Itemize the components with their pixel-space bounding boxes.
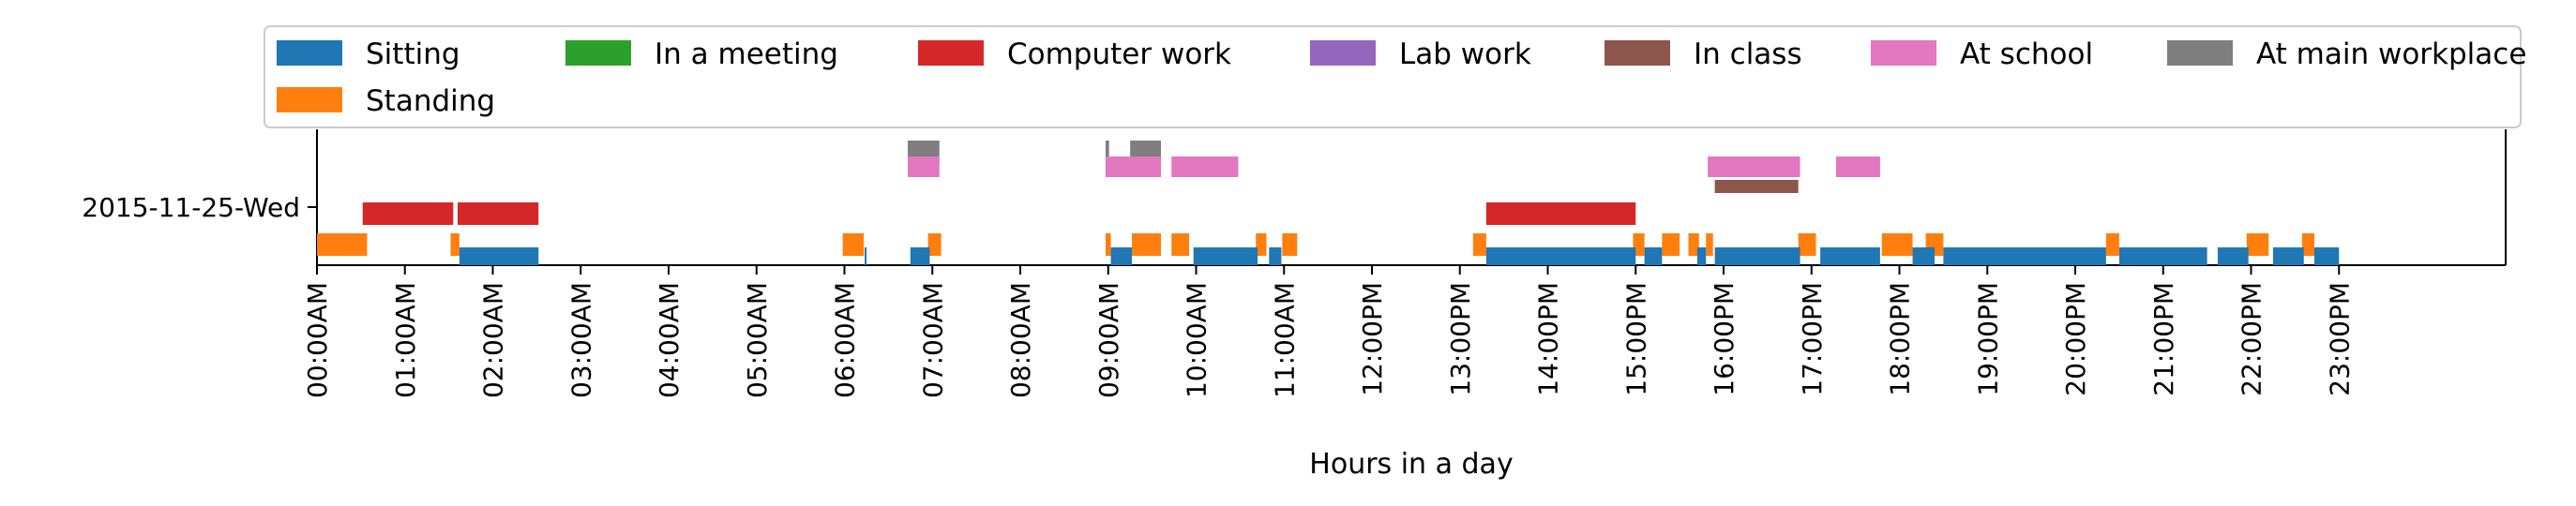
legend-label-at-main-workplace: At main workplace <box>2256 37 2526 71</box>
legend-swatch-in-class <box>1604 40 1670 66</box>
standing-bar-8 <box>1282 233 1298 256</box>
x-tick-label-10: 10:00AM <box>1182 282 1213 398</box>
x-tick-label-18: 18:00PM <box>1885 282 1916 396</box>
legend-swatch-sitting <box>277 40 342 66</box>
x-tick-label-1: 01:00AM <box>390 282 421 398</box>
x-tick-label-14: 14:00PM <box>1533 282 1564 396</box>
standing-bar-2 <box>842 233 865 256</box>
y-tick-label-row: 2015-11-25-Wed <box>82 192 300 223</box>
x-tick-label-5: 05:00AM <box>742 282 773 398</box>
standing-bar-6 <box>1171 233 1189 256</box>
x-tick-label-9: 09:00AM <box>1093 282 1124 398</box>
activity-bars <box>317 141 2340 265</box>
sitting-bar-2 <box>910 247 930 265</box>
standing-bar-9 <box>1472 233 1486 256</box>
sitting-bar-4 <box>1193 247 1258 265</box>
computer-work-bar-1 <box>458 202 539 225</box>
x-tick-label-19: 19:00PM <box>1972 282 2003 396</box>
legend: Sitting In a meeting Computer work Lab work… <box>264 25 2526 128</box>
legend-swatch-in-a-meeting <box>565 40 631 66</box>
at-school-bar-3 <box>1708 156 1800 177</box>
sitting-bar-6 <box>1485 247 1636 265</box>
legend-label-sitting: Sitting <box>366 37 460 71</box>
standing-bar-12 <box>1688 233 1699 256</box>
legend-label-computer-work: Computer work <box>1007 37 1231 71</box>
standing-bar-4 <box>1105 233 1111 256</box>
computer-work-bar-2 <box>1485 202 1636 225</box>
x-tick-label-17: 17:00PM <box>1797 282 1828 396</box>
standing-bar-13 <box>1706 233 1713 256</box>
sitting-bar-3 <box>1110 247 1133 265</box>
x-tick-label-0: 00:00AM <box>302 282 333 398</box>
at-main-workplace-bar-1 <box>1105 141 1109 164</box>
sitting-bar-0 <box>459 247 539 265</box>
x-tick-label-12: 12:00PM <box>1357 282 1388 396</box>
x-tick-label-3: 03:00AM <box>565 282 596 398</box>
x-tick-label-21: 21:00PM <box>2148 282 2179 396</box>
at-school-bar-1 <box>1105 156 1161 177</box>
legend-label-at-school: At school <box>1960 37 2093 71</box>
x-tick-label-4: 04:00AM <box>654 282 685 398</box>
x-axis: 00:00AM 01:00AM 02:00AM 03:00AM 04:00AM 05:00… <box>302 265 2355 398</box>
x-tick-label-6: 06:00AM <box>830 282 861 398</box>
legend-label-in-a-meeting: In a meeting <box>655 37 838 71</box>
standing-bar-0 <box>317 233 368 256</box>
legend-swatch-at-school <box>1871 40 1936 66</box>
standing-bar-14 <box>1798 233 1816 256</box>
computer-work-bar-0 <box>362 202 454 225</box>
standing-bar-10 <box>1633 233 1645 256</box>
at-school-bar-2 <box>1171 156 1239 177</box>
x-axis-title: Hours in a day <box>1309 448 1513 481</box>
sitting-bar-7 <box>1644 247 1663 265</box>
at-school-bar-4 <box>1836 156 1880 177</box>
standing-bar-18 <box>2246 233 2269 256</box>
standing-bar-7 <box>1256 233 1267 256</box>
sitting-bar-11 <box>1912 247 1935 265</box>
at-school-bar-0 <box>908 156 940 177</box>
standing-bar-19 <box>2301 233 2314 256</box>
standing-bar-17 <box>2105 233 2119 256</box>
legend-label-in-class: In class <box>1694 37 1802 71</box>
sitting-bar-12 <box>1943 247 2106 265</box>
standing-bar-15 <box>1881 233 1913 256</box>
standing-bar-5 <box>1132 233 1161 256</box>
in-class-bar-0 <box>1714 180 1799 193</box>
legend-swatch-computer-work <box>918 40 984 66</box>
sitting-bar-14 <box>2217 247 2249 265</box>
sitting-bar-5 <box>1269 247 1282 265</box>
sitting-bar-15 <box>2272 247 2304 265</box>
x-tick-label-2: 02:00AM <box>478 282 509 398</box>
sitting-bar-16 <box>2314 247 2340 265</box>
sitting-bar-10 <box>1820 247 1880 265</box>
x-tick-label-16: 16:00PM <box>1709 282 1740 396</box>
y-axis: 2015-11-25-Wed <box>82 192 317 223</box>
legend-swatch-lab-work <box>1310 40 1376 66</box>
legend-box <box>264 25 2522 128</box>
x-tick-label-22: 22:00PM <box>2237 282 2267 396</box>
x-tick-label-7: 07:00AM <box>917 282 948 398</box>
standing-bar-11 <box>1662 233 1680 256</box>
legend-swatch-at-main-workplace <box>2167 40 2233 66</box>
plot-frame <box>316 129 2507 266</box>
x-tick-label-11: 11:00AM <box>1269 282 1300 398</box>
x-tick-label-23: 23:00PM <box>2324 282 2355 396</box>
sitting-bar-8 <box>1696 247 1707 265</box>
standing-bar-3 <box>927 233 942 256</box>
x-tick-label-13: 13:00PM <box>1445 282 1476 396</box>
x-tick-label-20: 20:00PM <box>2060 282 2091 396</box>
sitting-bar-13 <box>2118 247 2207 265</box>
x-tick-label-8: 08:00AM <box>1005 282 1036 398</box>
x-tick-label-15: 15:00PM <box>1620 282 1651 396</box>
sitting-bar-1 <box>865 247 867 265</box>
legend-label-standing: Standing <box>366 84 495 118</box>
sitting-bar-9 <box>1714 247 1800 265</box>
standing-bar-1 <box>450 233 459 256</box>
legend-label-lab-work: Lab work <box>1399 37 1531 71</box>
legend-swatch-standing <box>277 87 342 112</box>
